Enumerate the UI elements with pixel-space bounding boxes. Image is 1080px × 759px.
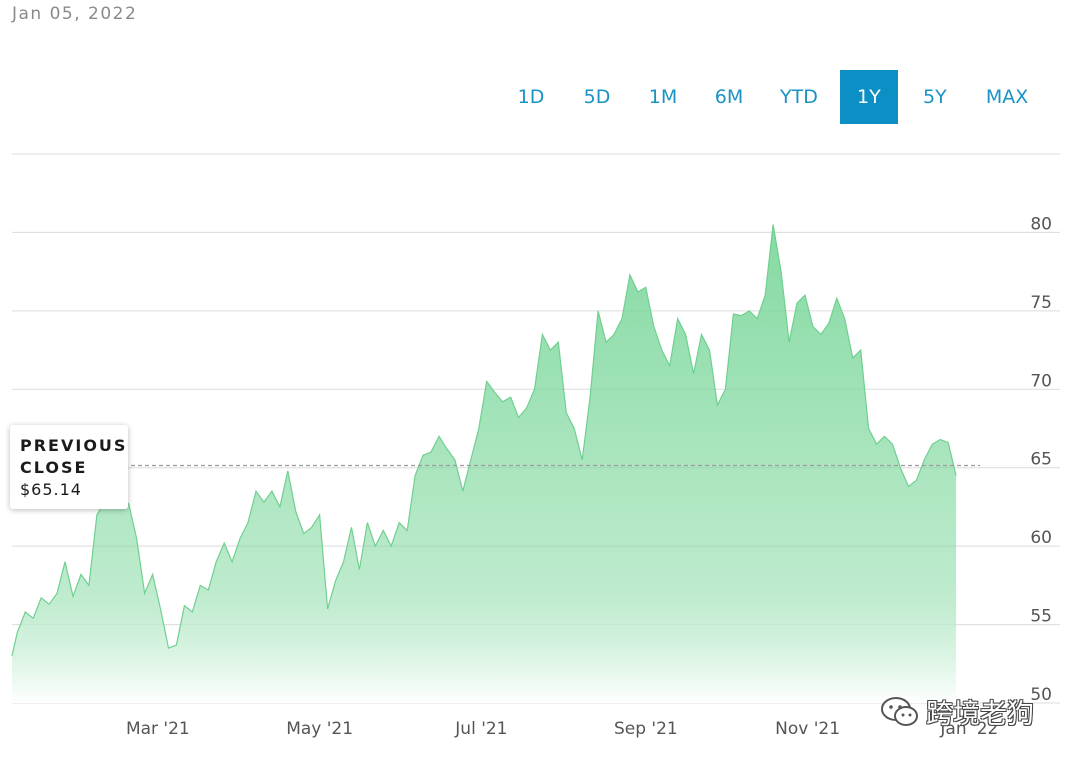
x-tick-label: Mar '21 — [126, 719, 190, 739]
time-range-selector: 1D 5D 1M 6M YTD 1Y 5Y MAX — [498, 70, 1046, 124]
range-button-1y[interactable]: 1Y — [839, 70, 898, 124]
watermark: 跨境老狗 — [880, 692, 1034, 731]
range-button-6m[interactable]: 6M — [714, 86, 744, 108]
range-button-1d[interactable]: 1D — [517, 86, 545, 108]
range-button-max[interactable]: MAX — [985, 86, 1029, 108]
range-button-5d[interactable]: 5D — [583, 86, 611, 108]
wechat-icon — [881, 696, 918, 726]
chart-date: Jan 05, 2022 — [12, 4, 138, 24]
y-tick-label: 70 — [1030, 371, 1052, 391]
y-tick-label: 50 — [1030, 685, 1052, 705]
watermark-text: 跨境老狗 — [926, 699, 1034, 730]
x-tick-label: Jul '21 — [454, 719, 507, 739]
tooltip-label-line2: CLOSE — [20, 458, 88, 477]
range-button-ytd[interactable]: YTD — [780, 86, 818, 108]
y-tick-label: 55 — [1030, 607, 1052, 627]
x-tick-label: May '21 — [286, 719, 353, 739]
range-button-1m[interactable]: 1M — [648, 86, 678, 108]
y-tick-label: 80 — [1030, 214, 1052, 234]
x-tick-label: Jan '22 — [939, 719, 998, 739]
y-tick-label: 65 — [1030, 450, 1052, 470]
price-area — [12, 224, 957, 703]
tooltip-label-line1: PREVIOUS — [20, 436, 128, 455]
y-tick-label: 60 — [1030, 528, 1052, 548]
price-line — [11, 224, 957, 657]
tooltip-value: $65.14 — [20, 480, 82, 499]
x-tick-label: Sep '21 — [614, 719, 678, 739]
range-button-5y[interactable]: 5Y — [922, 86, 947, 108]
x-tick-label: Nov '21 — [775, 719, 840, 739]
previous-close-tooltip: PREVIOUS CLOSE $65.14 — [10, 425, 128, 509]
y-tick-label: 75 — [1030, 293, 1052, 313]
